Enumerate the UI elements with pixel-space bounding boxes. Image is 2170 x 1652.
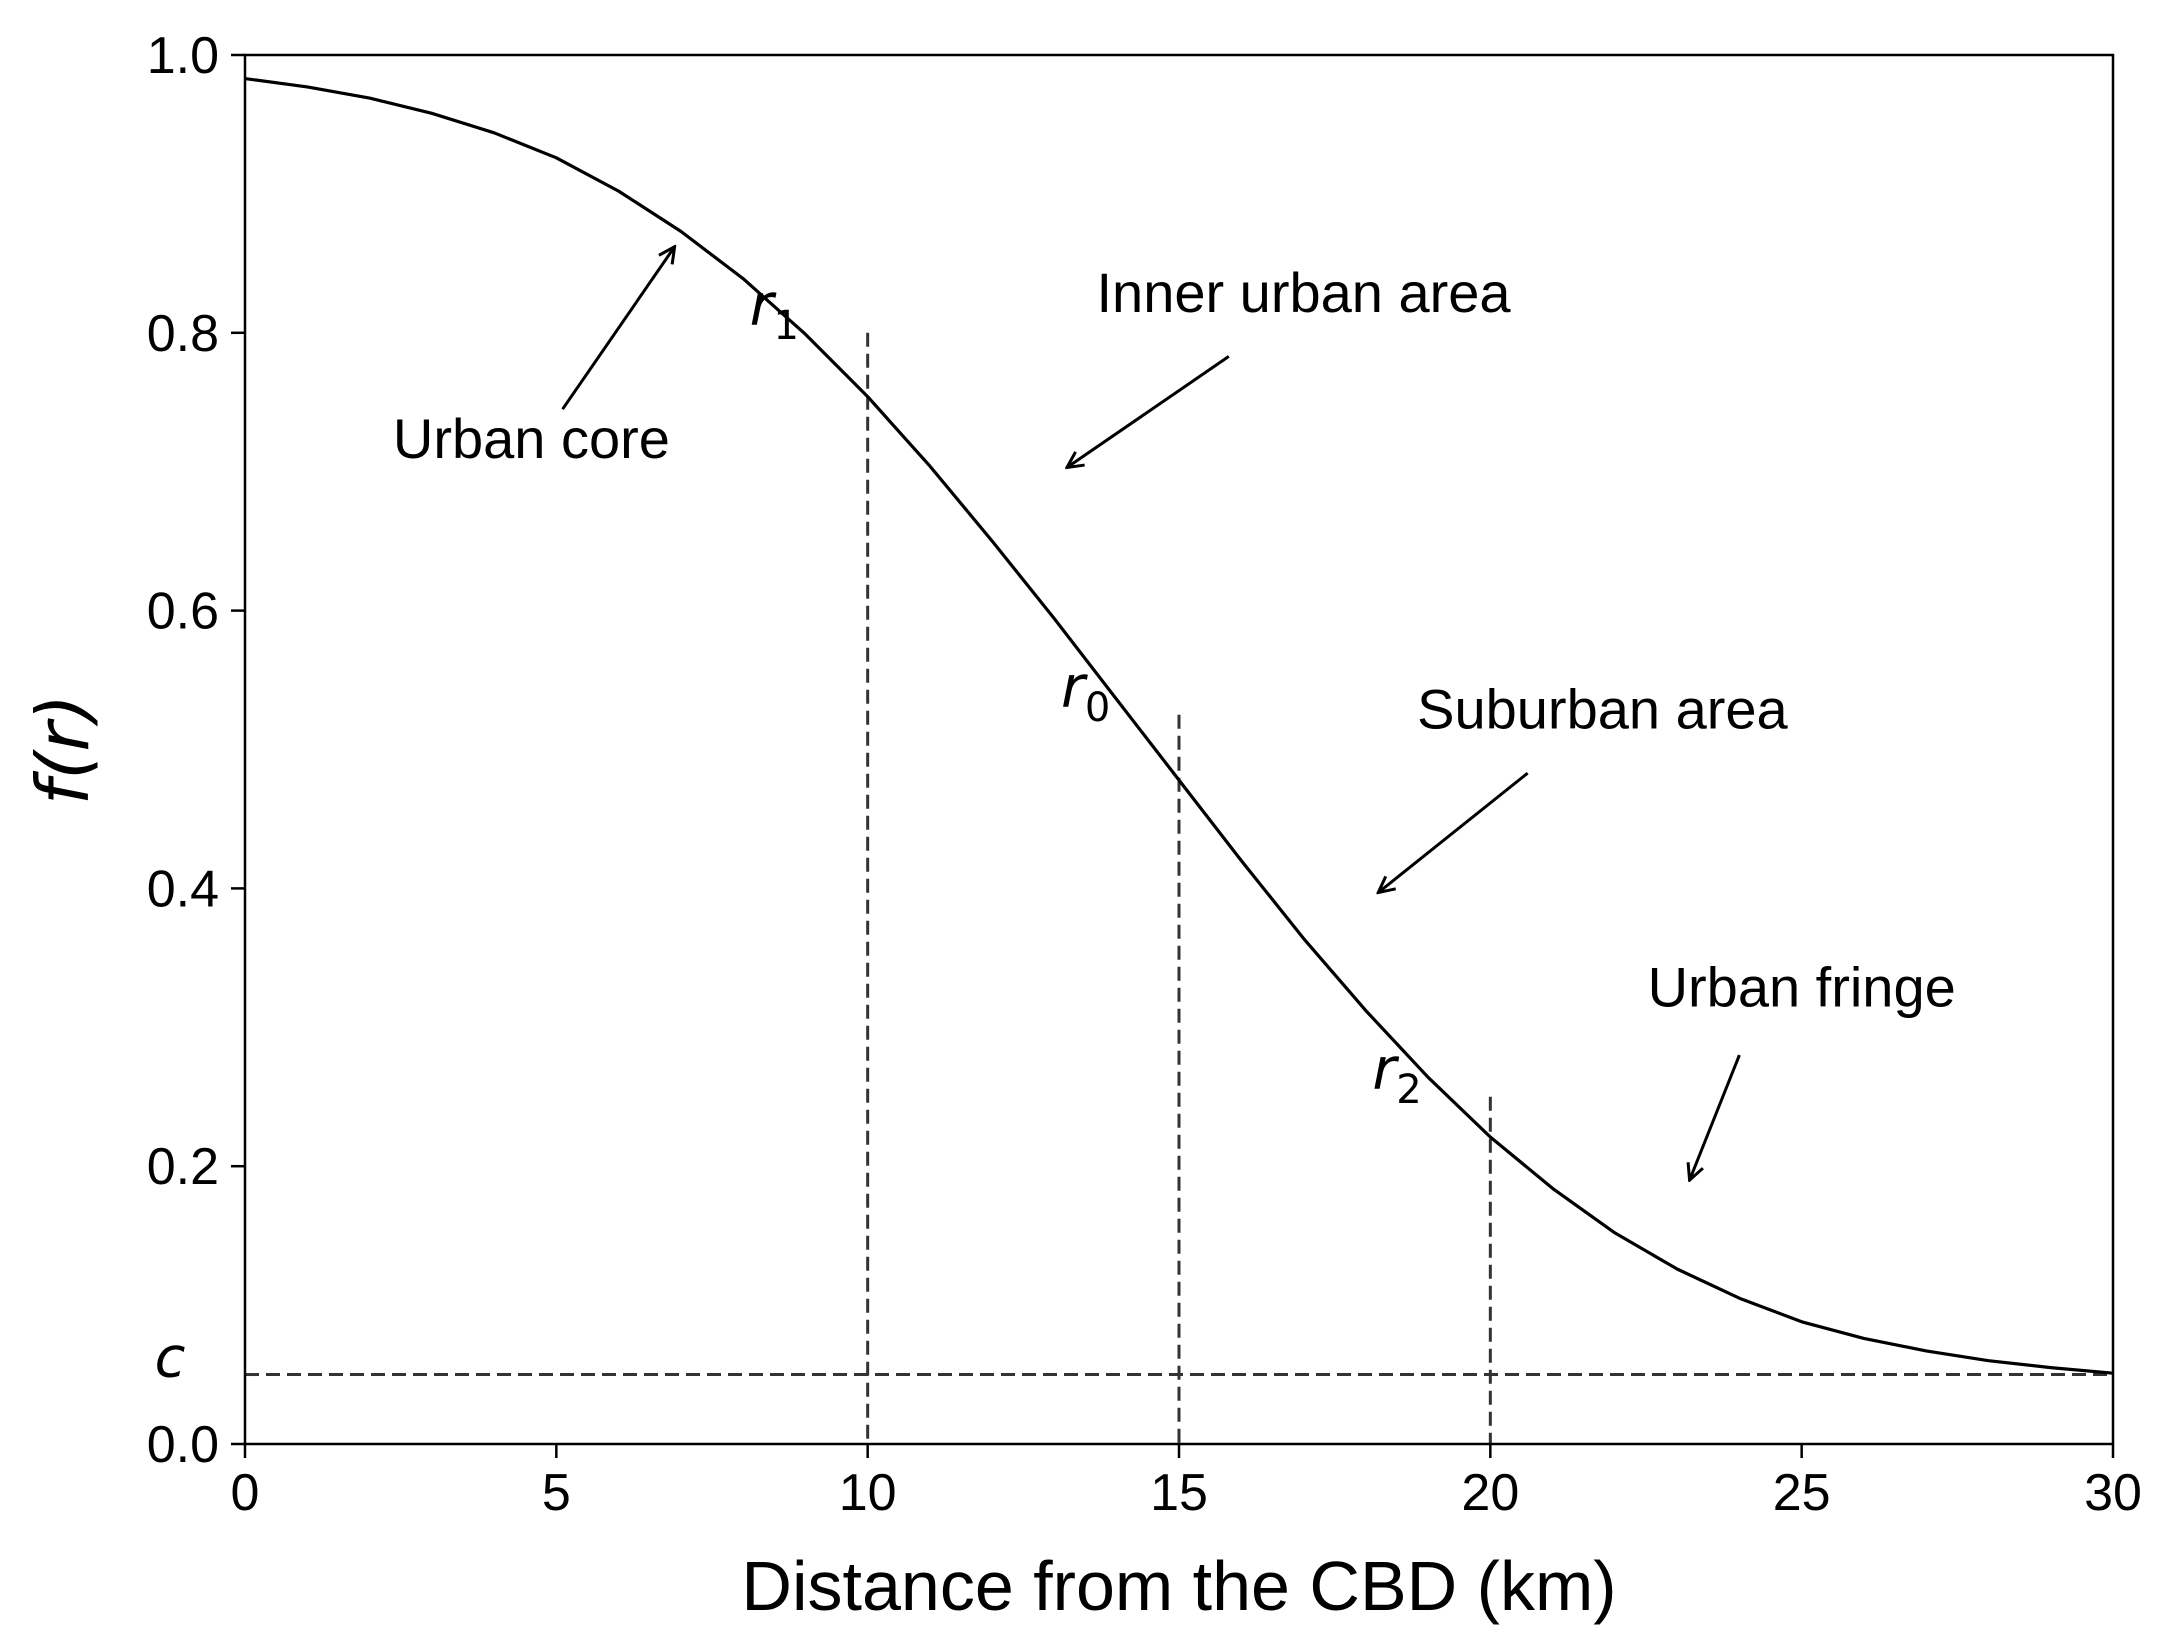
x-tick-label: 15 bbox=[1150, 1464, 1208, 1522]
x-axis-title: Distance from the CBD (km) bbox=[741, 1547, 1616, 1625]
suburban-area-arrow bbox=[1378, 771, 1529, 892]
x-tick-label: 5 bbox=[542, 1464, 571, 1522]
y-axis-title: f(r) bbox=[21, 694, 105, 805]
suburban-area-annotation: Suburban area bbox=[1417, 678, 1788, 741]
urban-fringe-arrow bbox=[1690, 1054, 1741, 1180]
x-tick-label: 30 bbox=[2084, 1464, 2142, 1522]
urban-fringe-annotation: Urban fringe bbox=[1648, 955, 1956, 1018]
y-tick-label: 0.2 bbox=[147, 1138, 219, 1196]
y-tick-label: 0.0 bbox=[147, 1416, 219, 1474]
y-tick-label: 0.8 bbox=[147, 305, 219, 363]
y-tick-label: 0.6 bbox=[147, 583, 219, 641]
y-tick-label: 0.4 bbox=[147, 860, 219, 918]
inner-urban-area-annotation: Inner urban area bbox=[1096, 261, 1511, 324]
r1-label: r1 bbox=[750, 271, 799, 349]
x-tick-label: 25 bbox=[1773, 1464, 1831, 1522]
inner-urban-area-arrow bbox=[1067, 355, 1230, 467]
x-tick-label: 20 bbox=[1461, 1464, 1519, 1522]
y-tick-label: 1.0 bbox=[147, 27, 219, 85]
urban-core-annotation: Urban core bbox=[393, 407, 670, 470]
x-tick-label: 0 bbox=[231, 1464, 260, 1522]
urban-core-arrow bbox=[561, 247, 675, 411]
f-r-curve bbox=[244, 77, 2114, 1375]
r0-label: r0 bbox=[1061, 653, 1110, 731]
r2-label: r2 bbox=[1372, 1035, 1421, 1113]
c-label: c bbox=[155, 1326, 186, 1391]
x-tick-label: 10 bbox=[839, 1464, 897, 1522]
